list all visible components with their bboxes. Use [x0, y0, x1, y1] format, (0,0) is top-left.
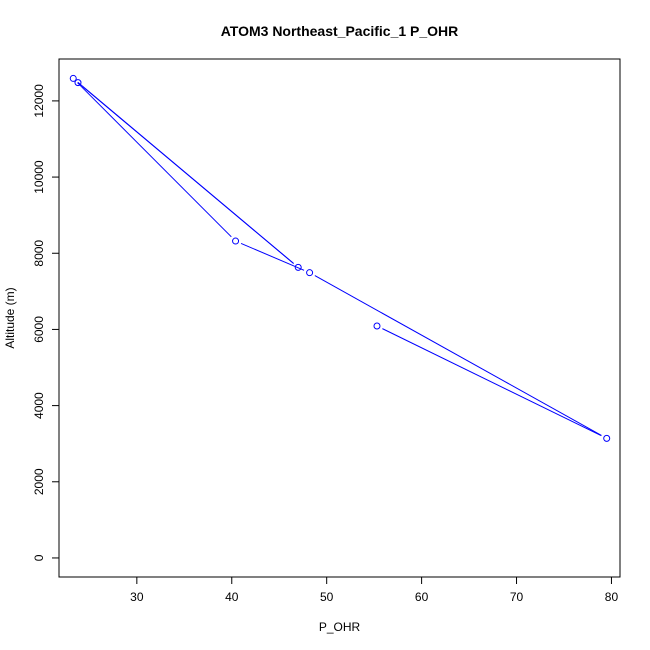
- y-tick-label: 0: [32, 554, 46, 561]
- series-line-segment: [240, 242, 305, 271]
- x-axis-label: P_OHR: [319, 620, 361, 634]
- series-lines: [77, 81, 602, 437]
- series-points: [69, 74, 611, 442]
- x-tick-label: 30: [130, 590, 144, 604]
- series-line-segment: [314, 275, 602, 436]
- data-point: [306, 269, 314, 277]
- data-point: [294, 263, 302, 271]
- y-tick-label: 12000: [32, 84, 46, 118]
- y-tick-label: 4000: [32, 392, 46, 419]
- series-line-segment: [77, 81, 294, 264]
- x-tick-label: 60: [415, 590, 429, 604]
- y-axis: 0 2000 4000 6000 8000 10000 12000: [32, 84, 60, 561]
- y-tick-label: 6000: [32, 316, 46, 343]
- chart-title: ATOM3 Northeast_Pacific_1 P_OHR: [221, 23, 459, 39]
- data-point: [603, 434, 611, 442]
- x-tick-label: 40: [225, 590, 239, 604]
- series-line-segment: [77, 82, 232, 238]
- data-point: [69, 74, 77, 82]
- x-tick-label: 50: [320, 590, 334, 604]
- y-tick-label: 10000: [32, 160, 46, 194]
- y-tick-label: 2000: [32, 468, 46, 495]
- y-axis-label: Altitude (m): [3, 287, 17, 348]
- y-tick-label: 8000: [32, 240, 46, 267]
- data-point: [74, 79, 82, 87]
- data-point: [373, 322, 381, 330]
- series-line-segment: [382, 328, 602, 437]
- data-point: [232, 237, 240, 245]
- x-tick-label: 80: [605, 590, 619, 604]
- x-axis: 30 40 50 60 70 80: [130, 576, 619, 604]
- x-tick-label: 70: [510, 590, 524, 604]
